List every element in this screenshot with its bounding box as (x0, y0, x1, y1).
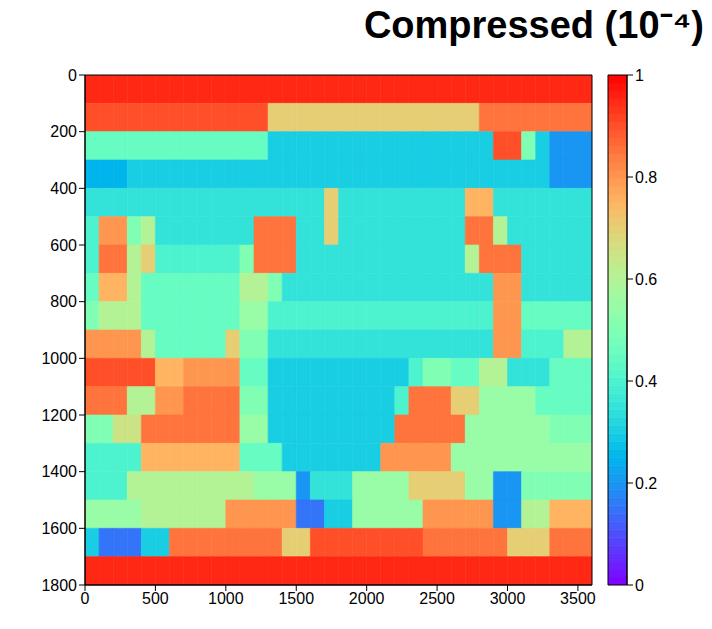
svg-text:1200: 1200 (41, 407, 77, 424)
svg-text:0: 0 (81, 590, 90, 607)
svg-text:1000: 1000 (208, 590, 244, 607)
svg-text:1: 1 (635, 67, 644, 84)
svg-text:0.8: 0.8 (635, 169, 657, 186)
svg-text:3000: 3000 (490, 590, 526, 607)
html-text:Compressed (10⁻⁴): Compressed (10⁻⁴) (363, 4, 704, 46)
svg-text:0.4: 0.4 (635, 373, 657, 390)
svg-text:400: 400 (50, 180, 77, 197)
svg-text:500: 500 (142, 590, 169, 607)
svg-text:2000: 2000 (349, 590, 385, 607)
svg-text:2500: 2500 (419, 590, 455, 607)
svg-text:600: 600 (50, 237, 77, 254)
svg-text:3500: 3500 (560, 590, 596, 607)
svg-text:1400: 1400 (41, 463, 77, 480)
svg-text:0: 0 (635, 577, 644, 594)
svg-text:0: 0 (68, 67, 77, 84)
svg-text:1500: 1500 (278, 590, 314, 607)
svg-text:0.6: 0.6 (635, 271, 657, 288)
svg-text:1800: 1800 (41, 577, 77, 594)
svg-text:0.2: 0.2 (635, 475, 657, 492)
svg-text:1000: 1000 (41, 350, 77, 367)
svg-text:200: 200 (50, 123, 77, 140)
svg-text:800: 800 (50, 293, 77, 310)
svg-text:1600: 1600 (41, 520, 77, 537)
